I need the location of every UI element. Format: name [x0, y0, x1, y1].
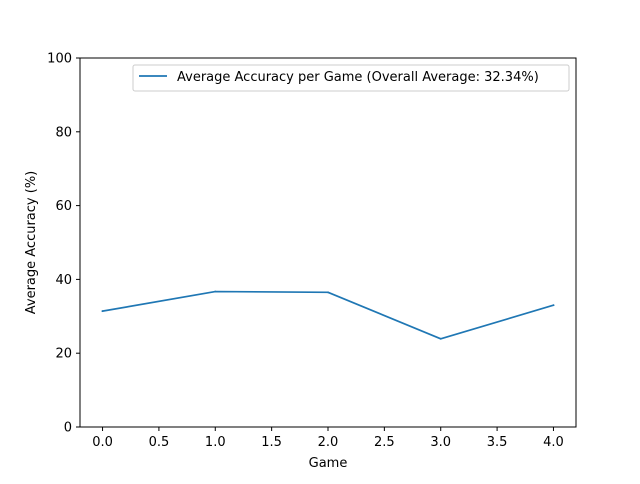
- data-point: [552, 304, 555, 307]
- x-tick-label: 0.0: [92, 435, 113, 450]
- y-axis: 0 20 40 60 80 100: [47, 52, 80, 436]
- y-tick-label: 20: [55, 347, 72, 362]
- x-axis: 0.0 0.5 1.0 1.5 2.0 2.5 3.0 3.5 4.0: [92, 427, 564, 450]
- y-tick-label: 80: [55, 125, 72, 140]
- x-tick-label: 1.0: [205, 435, 226, 450]
- data-point: [214, 290, 217, 293]
- x-tick-label: 1.5: [261, 435, 282, 450]
- x-tick-label: 2.0: [318, 435, 339, 450]
- x-tick-label: 3.0: [430, 435, 451, 450]
- x-axis-label: Game: [309, 456, 348, 471]
- data-point: [101, 310, 104, 313]
- x-tick-label: 4.0: [543, 435, 564, 450]
- y-tick-label: 40: [55, 273, 72, 288]
- legend-box: [132, 64, 570, 92]
- x-tick-label: 0.5: [149, 435, 170, 450]
- plot-area: [79, 57, 577, 428]
- y-tick-label: 100: [47, 52, 72, 67]
- y-tick-label: 0: [64, 421, 72, 436]
- y-axis-label: Average Accuracy (%): [24, 171, 39, 315]
- legend-entry-label: Average Accuracy per Game (Overall Avera…: [177, 70, 539, 85]
- series-line: [101, 290, 555, 340]
- y-tick-label: 60: [55, 199, 72, 214]
- series-layer: [101, 290, 555, 340]
- x-tick-label: 3.5: [487, 435, 508, 450]
- x-tick-label: 2.5: [374, 435, 395, 450]
- plot-frame: [79, 57, 577, 428]
- data-point: [327, 291, 329, 294]
- data-point: [439, 337, 442, 340]
- legend: Average Accuracy per Game (Overall Avera…: [132, 64, 570, 92]
